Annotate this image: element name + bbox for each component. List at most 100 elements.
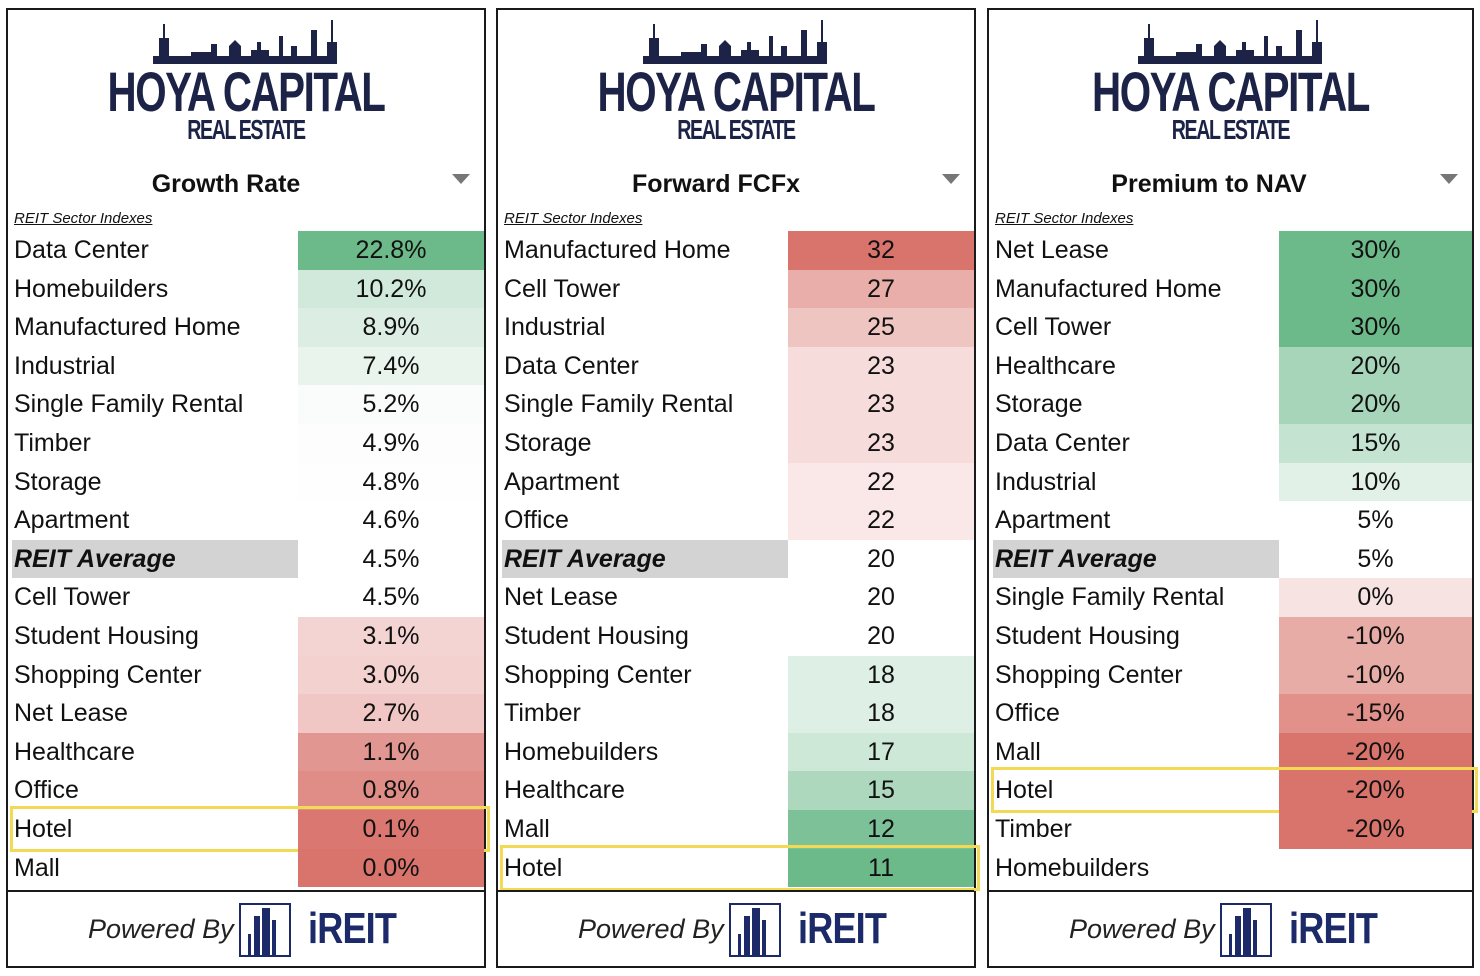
row-value: 22 [788,501,974,540]
table-row: Apartment 22 [502,462,974,502]
table-row: Industrial 25 [502,308,974,347]
row-value: 22.8% [298,231,484,270]
dropdown-caret-icon[interactable] [452,174,470,184]
table-rows: Data Center 22.8% Homebuilders 10.2% Manufac… [10,231,490,888]
table-row: Healthcare 15 [502,771,974,810]
row-value: 30% [1279,269,1472,309]
table-row: Net Lease 2.7% [12,694,484,733]
table-title: Premium to NAV [1111,170,1307,198]
highlight-box [991,767,1478,814]
row-label: Data Center [14,236,149,264]
table-row: Apartment 5% [993,501,1472,540]
row-label: Single Family Rental [14,390,244,419]
row-label: Industrial [14,351,116,380]
table-row: Single Family Rental 0% [993,578,1472,617]
row-value: 20 [788,578,974,617]
table-row: Shopping Center 3.0% [12,655,484,695]
hoya-capital-logo: HOYA CAPITAL REAL ESTATE [8,16,484,166]
table-row: Hotel 0.1% [12,809,484,849]
table-row: Student Housing -10% [993,616,1472,656]
panel-forward-fcfx: HOYA CAPITAL REAL ESTATE Forward FCFx RE… [496,8,980,968]
highlight-box [10,806,490,852]
dropdown-caret-icon[interactable] [1440,174,1458,184]
row-value: 5.2% [298,385,484,424]
row-label: Student Housing [504,621,689,650]
row-label: Healthcare [504,776,625,805]
row-label: Single Family Rental [995,583,1225,612]
row-value: 15 [788,771,974,810]
ireit-building-icon [239,903,291,957]
table-row: Office 0.8% [12,771,484,810]
table-row: Office -15% [993,694,1472,733]
table-row: Cell Tower 4.5% [12,578,484,617]
table-row: Shopping Center -10% [993,655,1472,695]
row-value: 20 [788,539,974,579]
average-row: REIT Average 20 [502,539,974,579]
average-row: REIT Average 4.5% [12,539,484,579]
table-row: Timber 18 [502,694,974,733]
row-value: 4.5% [298,539,484,579]
row-label: Data Center [995,428,1130,457]
row-value: 17 [788,732,974,772]
brand-line2: REAL ESTATE [1171,114,1291,145]
row-value: 30% [1279,231,1472,270]
row-label: Hotel [995,776,1054,805]
row-value: -20% [1279,732,1472,772]
row-label: Mall [14,853,60,882]
table-row: Data Center 15% [993,423,1472,463]
row-label: Office [14,776,79,805]
row-value: 20% [1279,385,1472,424]
table-rows: Manufactured Home 32 Cell Tower 27 Industria… [500,231,980,891]
row-value: 12 [788,809,974,849]
skyline-icon [153,20,337,64]
powered-by-label: Powered By [1069,914,1215,944]
row-value: 10% [1279,462,1472,502]
row-label: Single Family Rental [504,390,734,419]
row-label: Apartment [14,506,130,535]
table-row: Data Center 22.8% [12,231,484,270]
row-label: Net Lease [14,699,128,728]
row-value: 8.9% [298,308,484,347]
table-row: Net Lease 20 [502,578,974,617]
row-value: -20% [1279,809,1472,849]
brand-line1: HOYA CAPITAL [107,60,386,123]
table-row: Manufactured Home 8.9% [12,308,484,347]
row-value: 0.0% [298,848,484,888]
row-value: 4.8% [298,462,484,502]
table-row: Mall -20% [993,732,1472,772]
row-label: Homebuilders [14,274,169,303]
table-subtitle: REIT Sector Indexes [504,210,643,227]
table-row: Homebuilders [993,848,1472,888]
row-label: Industrial [504,313,606,342]
row-value: 23 [788,346,974,386]
table-row: Net Lease 30% [993,231,1472,270]
table-row: Cell Tower 27 [502,269,974,309]
row-label: Healthcare [14,737,135,766]
table-row: Homebuilders 17 [502,732,974,772]
row-label: Industrial [995,467,1097,496]
row-label: Office [995,699,1060,728]
powered-by-label: Powered By [578,914,724,944]
row-value: 1.1% [298,732,484,772]
row-label: REIT Average [12,539,298,579]
ireit-logo-text: iREIT [798,904,887,953]
table-row: Storage 4.8% [12,462,484,502]
row-value: 25 [788,308,974,347]
row-label: Homebuilders [995,853,1150,882]
row-value: 0.8% [298,771,484,810]
table-subtitle: REIT Sector Indexes [995,210,1134,227]
table-row: Homebuilders 10.2% [12,269,484,309]
row-label: Shopping Center [995,660,1183,689]
footer: Powered By iREIT [498,890,974,966]
row-label: Net Lease [995,236,1109,264]
row-label: Storage [995,390,1083,419]
row-label: Mall [504,814,550,843]
row-value: 0.1% [298,809,484,849]
ireit-building-icon [1220,903,1272,957]
dropdown-caret-icon[interactable] [942,174,960,184]
row-value: 2.7% [298,694,484,733]
row-value: 22 [788,462,974,502]
row-label: Cell Tower [504,274,621,303]
row-value: 11 [788,848,974,888]
row-value: 23 [788,385,974,424]
